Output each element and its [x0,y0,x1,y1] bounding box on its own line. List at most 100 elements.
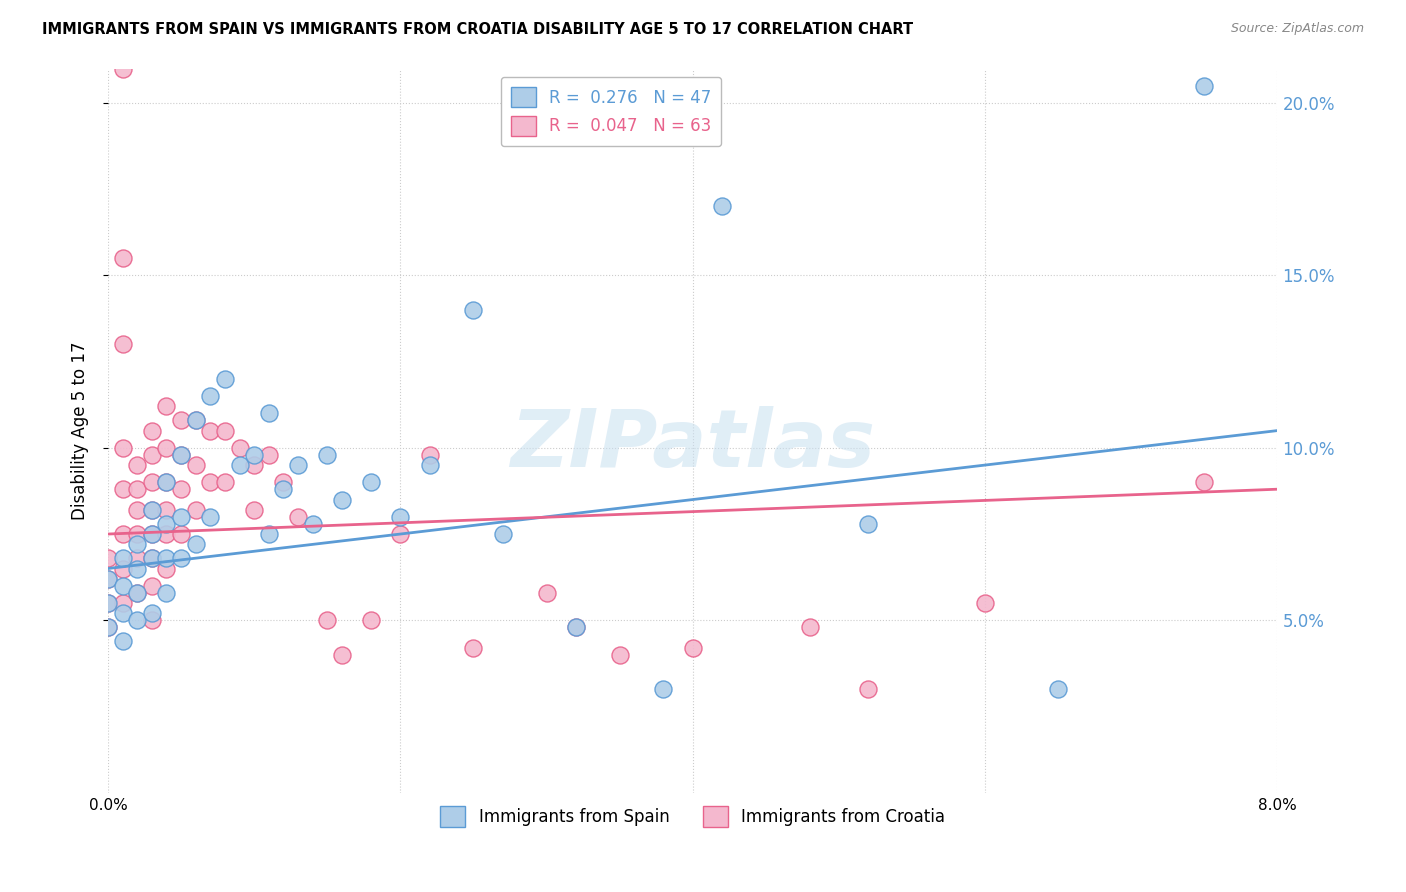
Point [155,475,177,490]
Point [184,413,207,427]
Point [330,648,353,662]
Point [141,448,163,462]
Text: IMMIGRANTS FROM SPAIN VS IMMIGRANTS FROM CROATIA DISABILITY AGE 5 TO 17 CORRELAT: IMMIGRANTS FROM SPAIN VS IMMIGRANTS FROM… [42,22,914,37]
Point [257,406,280,420]
Point [141,607,163,621]
Point [243,503,266,517]
Point [609,648,631,662]
Point [682,640,704,655]
Point [127,537,149,551]
Text: Source: ZipAtlas.com: Source: ZipAtlas.com [1230,22,1364,36]
Point [564,620,586,634]
Point [856,682,879,697]
Point [170,448,193,462]
Point [536,585,558,599]
Point [127,613,149,627]
Point [97,572,120,586]
Point [273,475,295,490]
Point [155,551,177,566]
Point [463,302,485,317]
Point [111,561,134,575]
Point [419,458,441,472]
Point [389,509,412,524]
Point [97,596,120,610]
Point [214,372,236,386]
Point [127,503,149,517]
Point [170,482,193,496]
Point [127,585,149,599]
Point [200,509,222,524]
Point [360,475,382,490]
Point [97,620,120,634]
Point [170,551,193,566]
Point [257,448,280,462]
Point [111,551,134,566]
Point [200,389,222,403]
Point [184,413,207,427]
Point [492,527,515,541]
Point [228,441,250,455]
Point [799,620,821,634]
Point [316,448,339,462]
Point [287,509,309,524]
Text: ZIPatlas: ZIPatlas [510,406,875,484]
Point [111,527,134,541]
Point [111,482,134,496]
Point [228,458,250,472]
Point [111,441,134,455]
Point [155,585,177,599]
Point [301,516,323,531]
Point [127,561,149,575]
Point [463,640,485,655]
Point [974,596,997,610]
Point [155,475,177,490]
Point [141,551,163,566]
Point [111,596,134,610]
Point [141,475,163,490]
Point [652,682,675,697]
Point [1194,78,1216,93]
Point [273,482,295,496]
Point [243,448,266,462]
Point [141,579,163,593]
Y-axis label: Disability Age 5 to 17: Disability Age 5 to 17 [72,342,89,520]
Point [170,509,193,524]
Point [389,527,412,541]
Point [111,62,134,76]
Point [184,537,207,551]
Point [316,613,339,627]
Point [155,503,177,517]
Point [127,551,149,566]
Point [97,620,120,634]
Point [243,458,266,472]
Point [184,503,207,517]
Point [360,613,382,627]
Point [287,458,309,472]
Point [155,441,177,455]
Point [214,475,236,490]
Point [155,400,177,414]
Point [170,448,193,462]
Point [184,458,207,472]
Legend: Immigrants from Spain, Immigrants from Croatia: Immigrants from Spain, Immigrants from C… [432,798,953,835]
Point [141,503,163,517]
Point [214,424,236,438]
Point [141,527,163,541]
Point [200,475,222,490]
Point [141,613,163,627]
Point [97,596,120,610]
Point [111,579,134,593]
Point [111,251,134,265]
Point [97,551,120,566]
Point [330,492,353,507]
Point [564,620,586,634]
Point [170,413,193,427]
Point [111,337,134,351]
Point [1047,682,1070,697]
Point [170,527,193,541]
Point [710,199,733,213]
Point [141,527,163,541]
Point [141,551,163,566]
Point [155,527,177,541]
Point [127,527,149,541]
